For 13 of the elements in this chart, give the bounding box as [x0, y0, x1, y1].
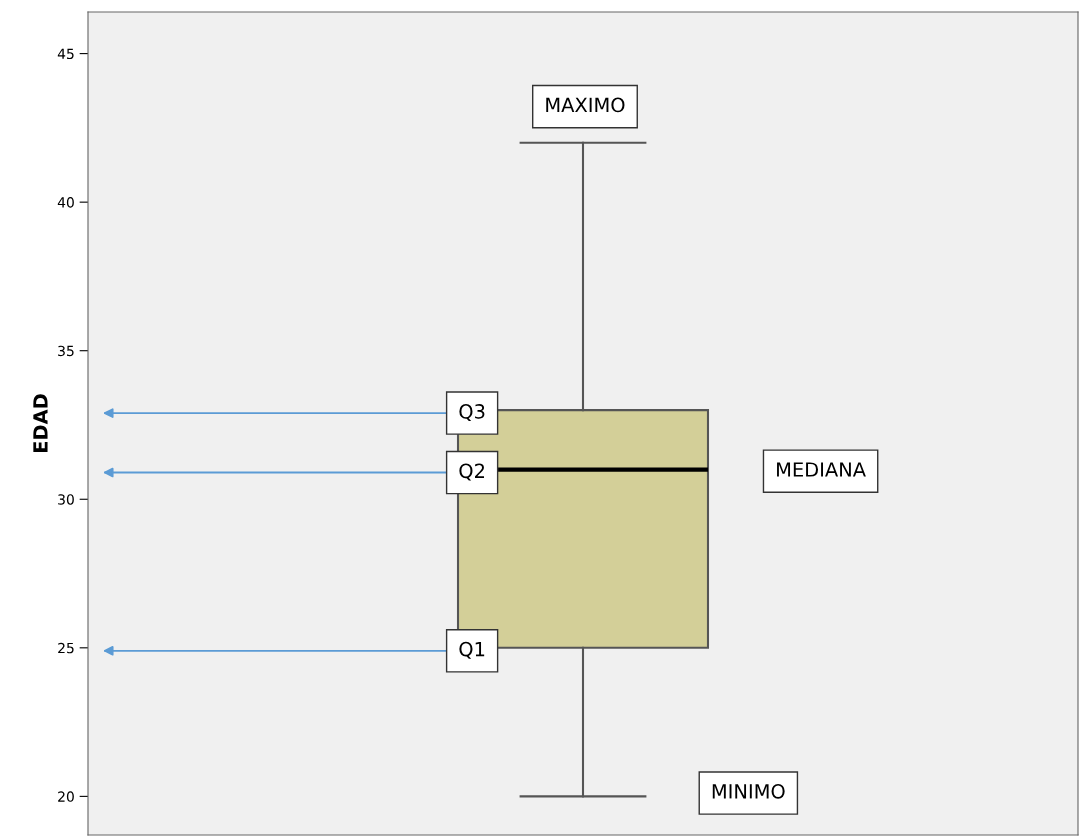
y-tick-label: 25	[58, 642, 74, 654]
annotation: MAXIMO	[546, 97, 625, 113]
y-tick-label: 35	[58, 345, 74, 357]
y-tick-label: 20	[58, 791, 74, 802]
annotation: Q3	[459, 404, 485, 421]
y-tick-label: 45	[57, 48, 74, 60]
y-tick-label: 40	[57, 197, 74, 208]
annotation: Q2	[459, 463, 485, 481]
annotation: Q1	[459, 641, 485, 659]
y-axis-title: EDAD	[33, 394, 48, 453]
annotation: MEDIANA	[777, 462, 866, 477]
annotation: MINIMO	[712, 783, 785, 799]
y-tick-label: 30	[58, 494, 74, 505]
